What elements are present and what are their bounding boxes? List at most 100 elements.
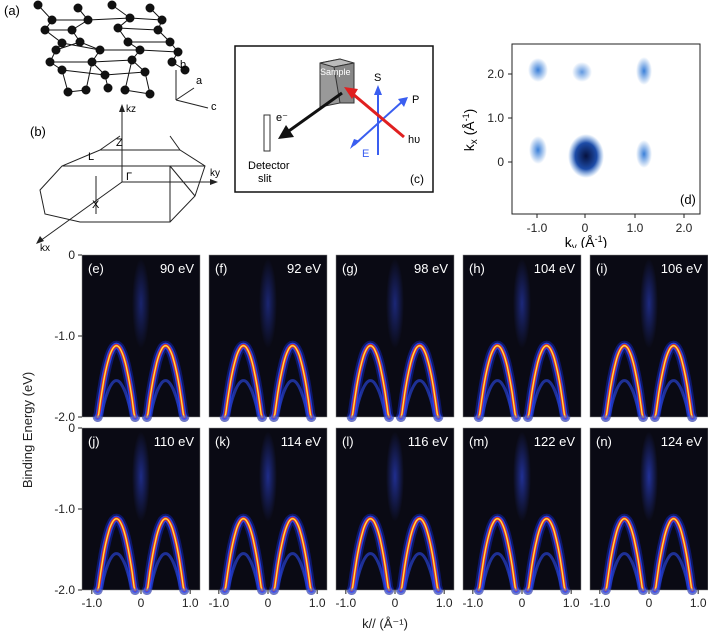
x-tick-label: -1.0	[462, 596, 483, 610]
fermi-x-tick-2: 0	[582, 221, 589, 235]
replica-band	[221, 379, 266, 419]
x-tick-label: 1.0	[309, 596, 326, 610]
band-dispersion	[400, 345, 439, 418]
photon-energy-label: 92 eV	[287, 261, 321, 276]
p-polarization-label: P	[412, 94, 419, 106]
y-tick-label: -2.0	[54, 410, 75, 424]
arpes-panel: (h) 104 eV	[462, 254, 582, 422]
fermi-panel-label: (d)	[680, 192, 696, 207]
band-dispersion	[97, 345, 136, 418]
arpes-panel-grid: Binding Energy (eV) k// (Å⁻¹) (e) 90 eV 0 -…	[20, 250, 708, 631]
k-parallel-axis-title: k// (Å⁻¹)	[362, 616, 408, 631]
photon-label: hυ	[408, 134, 420, 146]
photon-energy-label: 104 eV	[534, 261, 576, 276]
photon-energy-label: 122 eV	[534, 434, 576, 449]
gamma-band-glow	[132, 431, 150, 522]
gamma-band-glow	[386, 431, 404, 522]
replica-band	[651, 379, 696, 419]
x-tick-label: -1.0	[208, 596, 229, 610]
x-tick-label: 0	[265, 596, 272, 610]
e-vector-label: E	[362, 148, 369, 160]
panel-frame	[589, 254, 708, 418]
structure-panel-label: (a)	[4, 3, 20, 18]
arpes-panel: (j) 110 eV 0 -1.0 -2.0 -1.0 0 1.0	[54, 421, 201, 610]
band-dispersion	[146, 518, 185, 591]
replica-band	[270, 379, 315, 419]
fermi-x-tick-4: 2.0	[676, 221, 693, 235]
x-tick-label: 1.0	[690, 596, 707, 610]
gamma-band-glow	[259, 258, 277, 349]
y-tick-label: -2.0	[54, 583, 75, 597]
panel-label: (g)	[342, 261, 358, 276]
panel-frame	[462, 254, 582, 418]
photon-energy-label: 106 eV	[661, 261, 703, 276]
axis-c-label: c	[211, 101, 217, 113]
kz-label: kz	[126, 104, 136, 115]
panel-label: (e)	[88, 261, 104, 276]
photon-energy-label: 124 eV	[661, 434, 703, 449]
band-dispersion	[146, 345, 185, 418]
brillouin-zone: (b) kz Z L Γ ky X kx	[30, 104, 220, 251]
gamma-band-glow	[513, 258, 531, 349]
fermi-x-tick-1: -1.0	[527, 221, 548, 235]
sample-label: Sample	[320, 67, 351, 77]
y-tick-label: -1.0	[54, 502, 75, 516]
y-tick-label: 0	[68, 250, 75, 262]
band-dispersion	[605, 518, 644, 591]
band-dispersion	[654, 518, 693, 591]
detector-label-1: Detector	[248, 160, 290, 172]
arpes-panel: (f) 92 eV	[208, 254, 328, 422]
experimental-setup: Sample e⁻ Detector slit S P E hυ (c)	[234, 45, 434, 193]
band-dispersion	[224, 345, 263, 418]
band-dispersion	[351, 345, 390, 418]
x-tick-label: -1.0	[335, 596, 356, 610]
photon-energy-label: 90 eV	[160, 261, 194, 276]
band-dispersion	[400, 518, 439, 591]
replica-band	[397, 552, 442, 592]
fermi-y-axis-title: kx (Å-1)	[461, 109, 480, 152]
fermi-x-tick-3: 1.0	[627, 221, 644, 235]
arpes-panel: (m) 122 eV -1.0 0 1.0	[462, 427, 582, 610]
x-tick-label: 1.0	[182, 596, 199, 610]
panel-frame	[208, 254, 328, 418]
replica-band	[348, 379, 393, 419]
band-dispersion	[273, 345, 312, 418]
replica-band	[602, 552, 647, 592]
panel-label: (h)	[469, 261, 485, 276]
panel-label: (j)	[88, 434, 100, 449]
x-tick-label: 0	[138, 596, 145, 610]
replica-band	[524, 552, 569, 592]
photon-energy-label: 110 eV	[154, 434, 195, 449]
kx-label: kx	[40, 243, 50, 251]
arpes-panel: (g) 98 eV	[335, 254, 455, 422]
y-tick-label: -1.0	[54, 329, 75, 343]
replica-band	[602, 379, 647, 419]
band-dispersion	[527, 518, 566, 591]
crystal-structure: (a) b a c	[4, 0, 217, 113]
x-tick-label: 0	[646, 596, 653, 610]
ky-label: ky	[210, 168, 220, 179]
x-tick-label: -1.0	[589, 596, 610, 610]
replica-band	[143, 552, 188, 592]
band-dispersion	[97, 518, 136, 591]
replica-band	[475, 552, 520, 592]
binding-energy-axis-title: Binding Energy (eV)	[20, 372, 35, 488]
gamma-band-glow	[386, 258, 404, 349]
detector-label-2: slit	[258, 173, 271, 185]
setup-panel-label: (c)	[410, 172, 424, 186]
gamma-band-glow	[640, 258, 658, 349]
replica-band	[143, 379, 188, 419]
z-point-label: Z	[116, 137, 123, 149]
panel-label: (i)	[596, 261, 608, 276]
replica-band	[348, 552, 393, 592]
fermi-y-tick-3: 2.0	[487, 67, 504, 81]
replica-band	[270, 552, 315, 592]
x-point-label: X	[92, 199, 100, 211]
band-dispersion	[351, 518, 390, 591]
x-tick-label: 0	[392, 596, 399, 610]
x-tick-label: 1.0	[436, 596, 453, 610]
arpes-panel: (i) 106 eV	[589, 254, 708, 422]
replica-band	[651, 552, 696, 592]
x-tick-label: 0	[519, 596, 526, 610]
replica-band	[221, 552, 266, 592]
